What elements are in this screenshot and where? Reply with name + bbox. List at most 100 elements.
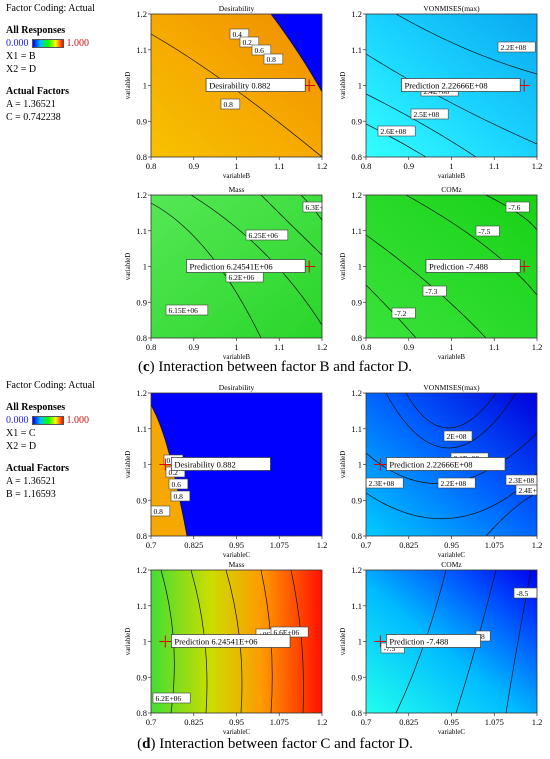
x-axis-label: variableC <box>223 551 251 559</box>
prediction-marker: Prediction 2.22666E+08 <box>374 457 506 471</box>
svg-text:2.2E+08: 2.2E+08 <box>441 479 467 488</box>
y-tick-label: 1 <box>358 262 362 272</box>
y-axis-label: variableD <box>339 72 347 100</box>
prediction-label: Prediction 6.24541E+06 <box>174 637 257 647</box>
x-axis-label: variableB <box>438 172 466 180</box>
x-tick-label: 0.8 <box>146 161 157 171</box>
y-tick-label: 0.8 <box>351 333 362 343</box>
x-tick-label: 1 <box>234 342 238 352</box>
plot-d-vonmises: VONMISES(max)2E+082.1E+082.2E+082.3E+082… <box>339 383 545 559</box>
y-tick-label: 0.9 <box>351 672 362 682</box>
contour-label: 0.4 <box>229 28 250 40</box>
x-tick-label: 0.7 <box>361 717 372 727</box>
x1-assignment: X1 = C <box>6 428 36 439</box>
svg-text:0.8: 0.8 <box>224 100 234 109</box>
prediction-marker: Prediction 2.22666E+08 <box>401 78 531 92</box>
contour-line <box>366 93 477 157</box>
svg-text:2.4E+08: 2.4E+08 <box>519 486 545 495</box>
contour-line <box>366 53 537 145</box>
contour-label: 0.6 <box>251 44 272 56</box>
svg-text:-7.5: -7.5 <box>384 644 396 653</box>
x-tick-label: 1.2 <box>532 342 543 352</box>
contour-label: 2.5E+08 <box>410 108 449 120</box>
caption-d: (d) Interaction between factor C and fac… <box>137 736 413 752</box>
y-tick-label: 1.2 <box>136 388 147 398</box>
svg-text:0.6: 0.6 <box>172 480 182 489</box>
svg-text:0.8: 0.8 <box>267 55 277 64</box>
prediction-marker: Prediction -7.488 <box>374 634 481 648</box>
x-tick-label: 0.9 <box>188 161 199 171</box>
x1-assignment: X1 = B <box>6 51 36 62</box>
prediction-marker: Prediction -7.488 <box>425 259 531 273</box>
contour-label: 0.8 <box>263 53 284 65</box>
chart-title: Mass <box>229 185 245 194</box>
x-tick-label: 0.8 <box>146 342 157 352</box>
y-tick-label: 0.8 <box>351 708 362 718</box>
x-tick-label: 1.075 <box>270 540 289 550</box>
x-tick-label: 1.2 <box>317 717 328 727</box>
contour-label: 0.6 <box>168 478 189 490</box>
y-tick-label: 1.1 <box>136 226 147 236</box>
prediction-label: Prediction 2.22666E+08 <box>404 81 487 91</box>
x-tick-label: 1.2 <box>532 161 543 171</box>
chart-title: COMz <box>441 185 462 194</box>
y-axis-label: variableD <box>124 253 132 281</box>
y-tick-label: 1 <box>358 81 362 91</box>
caption-c: (c) Interaction between factor B and fac… <box>137 359 413 375</box>
scale-high: 1.000 <box>66 38 90 49</box>
contour-label: 2.4E+08 <box>515 484 545 496</box>
contour-label: -7.6 <box>505 201 530 213</box>
actual-factor-line: C = 0.742238 <box>6 112 61 123</box>
x-axis-label: variableC <box>223 728 251 736</box>
contour-line <box>151 202 262 338</box>
y-tick-label: 1.2 <box>351 565 362 575</box>
x-tick-label: 1 <box>234 161 238 171</box>
scale-low: 0.000 <box>6 415 29 426</box>
contour-line <box>385 393 517 449</box>
y-tick-label: 1.2 <box>351 9 362 19</box>
svg-text:0.2: 0.2 <box>169 468 179 477</box>
x-tick-label: 0.9 <box>188 342 199 352</box>
contour-label: 2E+08 <box>443 430 473 442</box>
scale-gradient <box>31 416 64 425</box>
prediction-marker: Prediction 6.24541E+06 <box>159 634 291 648</box>
contour-label: 0.8 <box>220 98 241 110</box>
x-tick-label: 1.075 <box>270 717 289 727</box>
chart-title: Desirability <box>219 4 255 13</box>
y-tick-label: 0.8 <box>351 531 362 541</box>
y-tick-label: 1 <box>358 637 362 647</box>
y-tick-label: 1.2 <box>136 9 147 19</box>
y-tick-label: 0.9 <box>136 495 147 505</box>
contour-label: 6.25E+06 <box>245 229 289 241</box>
x-tick-label: 0.9 <box>403 342 414 352</box>
x-tick-label: 0.95 <box>444 540 459 550</box>
svg-text:2.2E+08: 2.2E+08 <box>501 43 527 52</box>
y-tick-label: 1.2 <box>351 388 362 398</box>
prediction-label: Prediction 2.22666E+08 <box>389 460 472 470</box>
y-tick-label: 1.1 <box>136 601 147 611</box>
y-tick-label: 0.9 <box>136 297 147 307</box>
x-tick-label: 0.7 <box>146 717 157 727</box>
prediction-marker: Desirability 0.882 <box>159 457 271 471</box>
x-tick-label: 1.2 <box>317 161 328 171</box>
plot-c-comz: COMz -7.6 -7.5 -7.3 -7.2 Prediction -7.488 0.8… <box>339 185 543 361</box>
svg-text:0.6: 0.6 <box>255 46 265 55</box>
prediction-marker: Desirability 0.882 <box>205 78 316 92</box>
all-responses-label: All Responses <box>6 402 66 413</box>
x-tick-label: 1.2 <box>532 540 543 550</box>
y-axis-label: variableD <box>124 72 132 100</box>
x-tick-label: 1.2 <box>532 717 543 727</box>
contour-label: 2.2E+08 <box>497 41 536 53</box>
caption-text: Interaction between factor B and factor … <box>154 359 413 375</box>
svg-text:2.6E+08: 2.6E+08 <box>381 127 407 136</box>
svg-text:-8.5: -8.5 <box>517 589 529 598</box>
plot-c-desirability: Desirability0.80.40.20.60.8Desirability … <box>124 4 328 180</box>
plot-c-mass: Mass 6.3E+06 6.25E+06 6.2E+06 6.15E+06 Predic… <box>124 185 327 361</box>
svg-text:6.2E+06: 6.2E+06 <box>156 694 182 703</box>
y-tick-label: 1.1 <box>136 45 147 55</box>
y-axis-label: variableD <box>124 628 132 656</box>
actual-factors-label: Actual Factors <box>6 86 70 97</box>
y-tick-label: 0.8 <box>351 152 362 162</box>
prediction-label: Desirability 0.882 <box>209 81 270 91</box>
